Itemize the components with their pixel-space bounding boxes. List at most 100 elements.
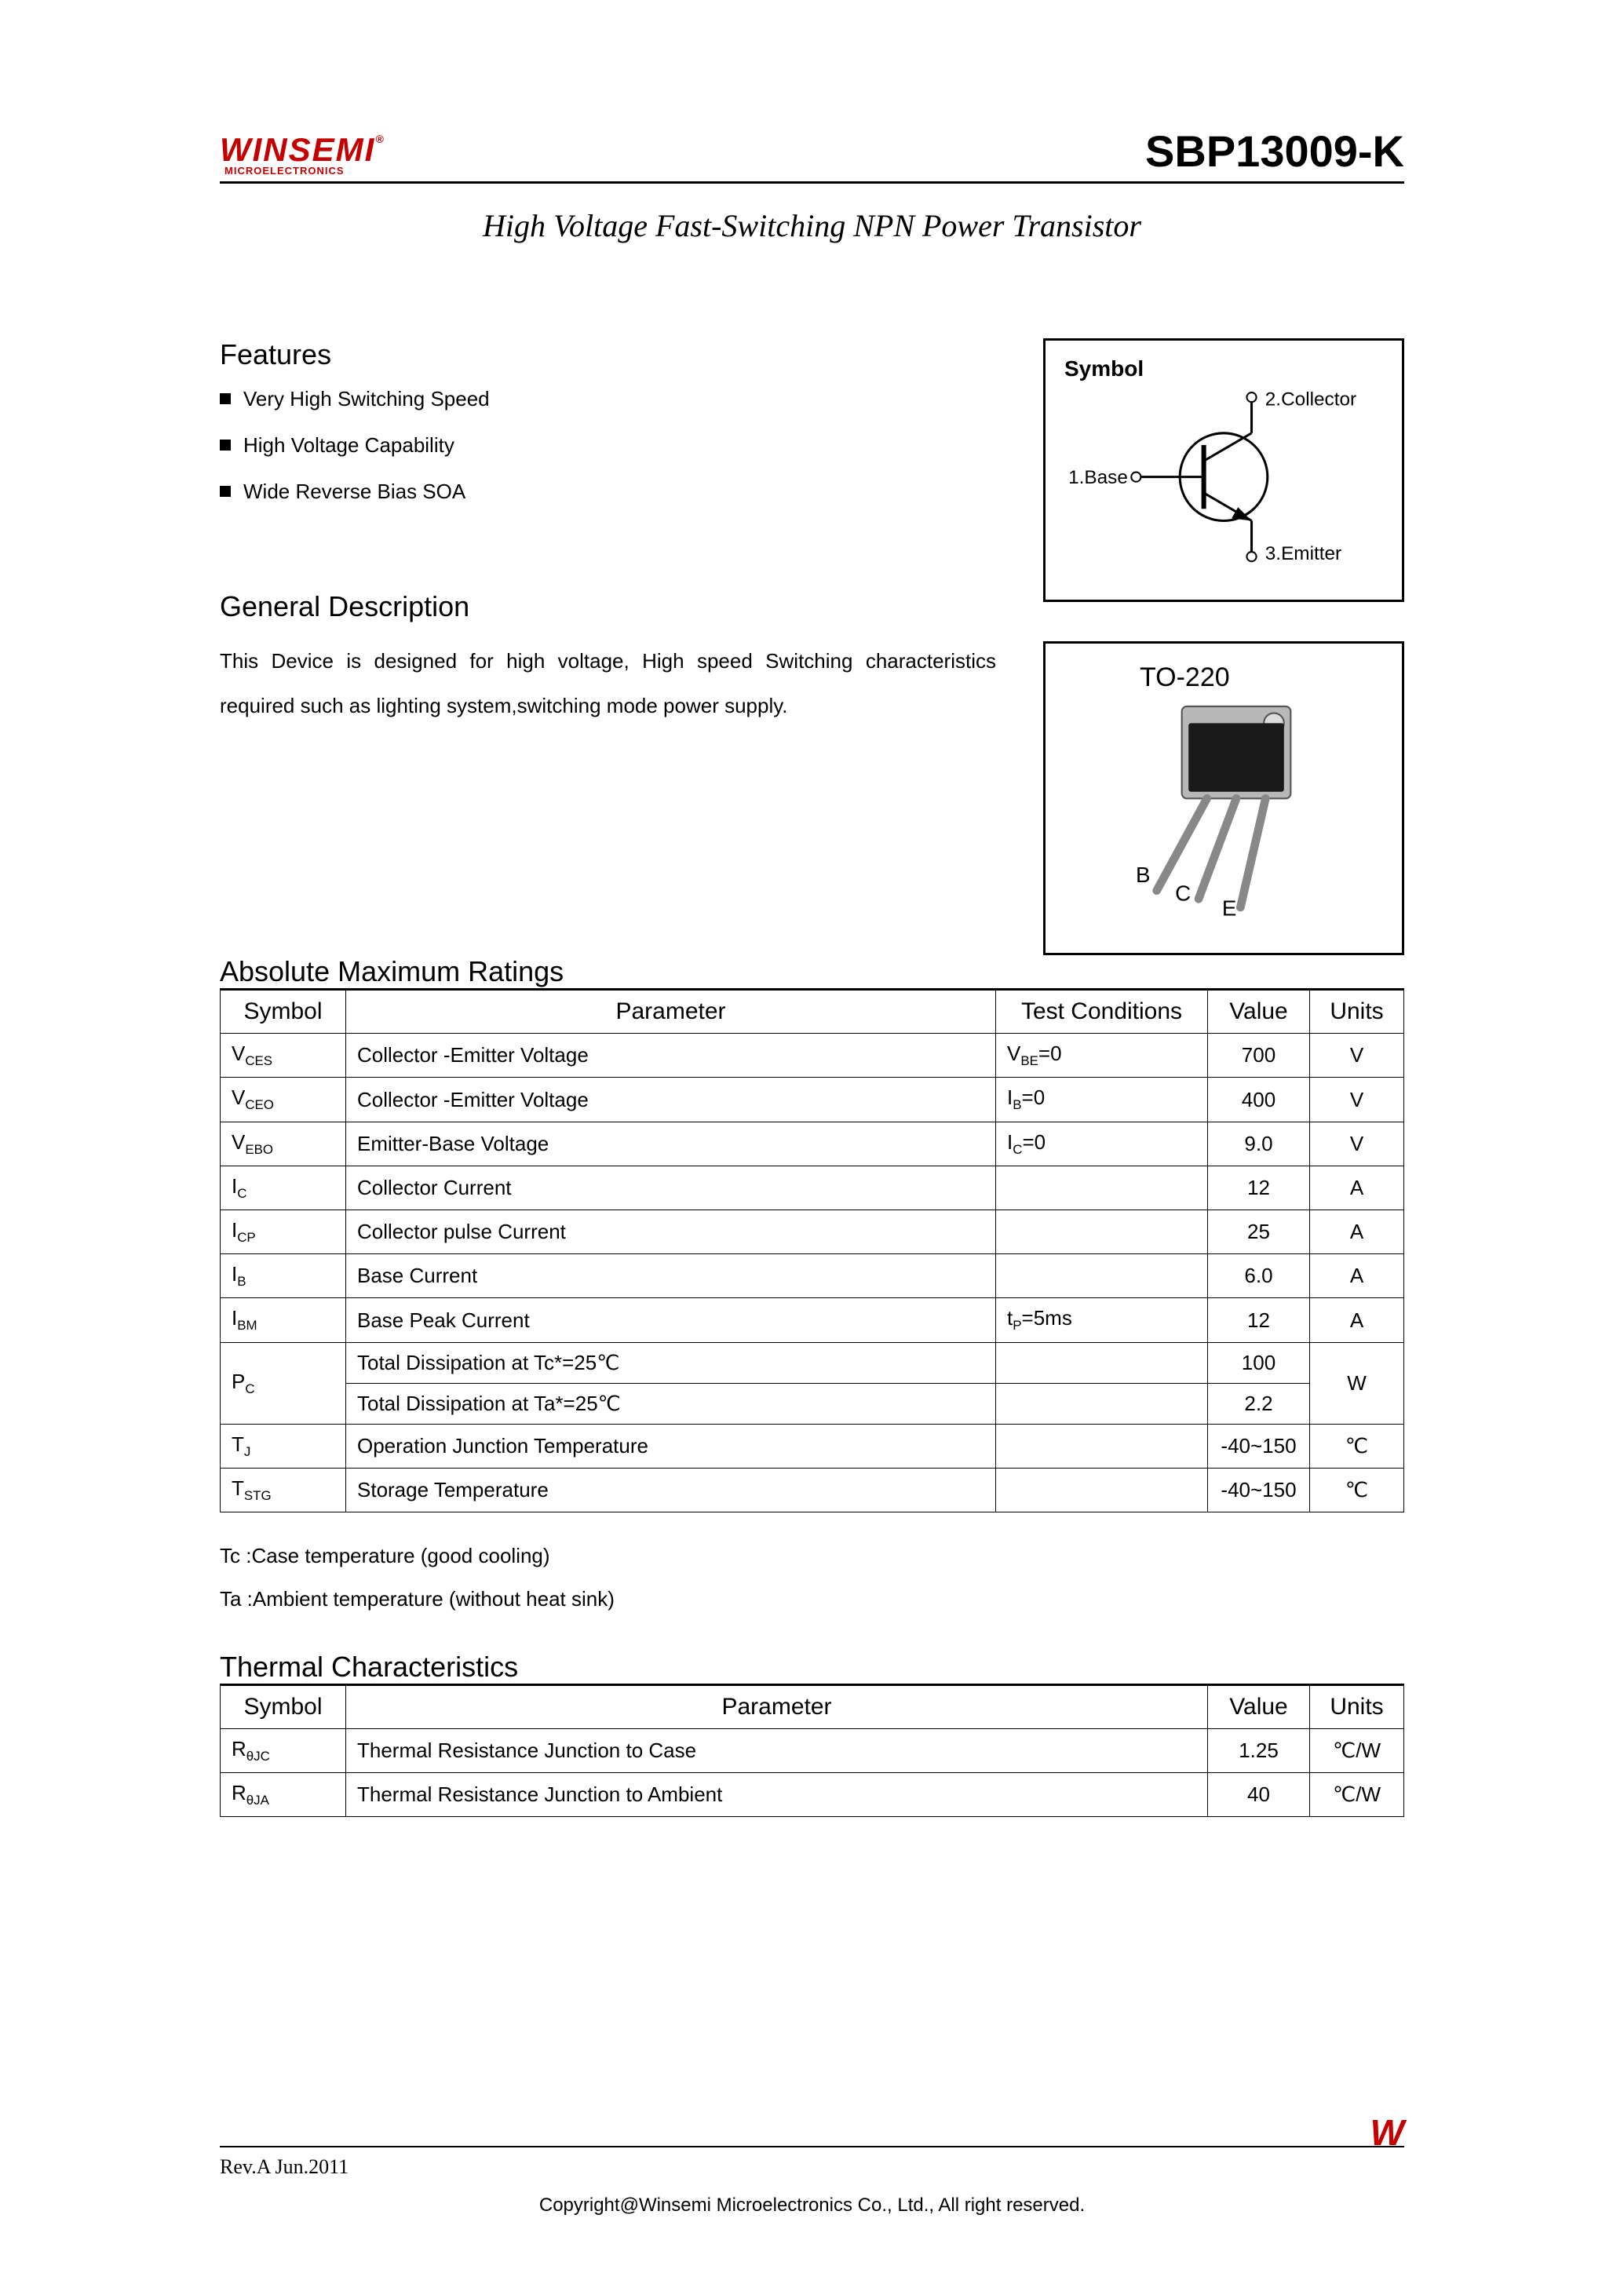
col-units: Units [1310,1685,1404,1728]
cell-symbol: VEBO [221,1122,346,1166]
cell-symbol: RθJC [221,1728,346,1772]
thermal-title: Thermal Characteristics [220,1651,1404,1685]
transistor-symbol-icon: 1.Base 2.Collector 3.Emitter [1064,389,1383,564]
abs-max-title: Absolute Maximum Ratings [220,955,1404,990]
cell-value: -40~150 [1208,1424,1310,1468]
cell-param: Storage Temperature [346,1468,996,1512]
cell-units: ℃ [1310,1424,1404,1468]
table-header-row: Symbol Parameter Value Units [221,1685,1404,1728]
cell-units: A [1310,1254,1404,1298]
table-row: ICP Collector pulse Current 25 A [221,1210,1404,1254]
cell-value: 9.0 [1208,1122,1310,1166]
cell-value: 2.2 [1208,1383,1310,1424]
cell-symbol: IBM [221,1298,346,1342]
cell-symbol: VCEO [221,1078,346,1122]
features-title: Features [220,338,996,371]
cell-cond [996,1254,1208,1298]
cell-units: V [1310,1122,1404,1166]
col-value: Value [1208,991,1310,1034]
feature-item: Wide Reverse Bias SOA [220,480,996,504]
pin-e-label: E [1222,896,1237,916]
intro-row: Features Very High Switching Speed High … [220,338,1404,955]
table-row: RθJC Thermal Resistance Junction to Case… [221,1728,1404,1772]
cell-symbol: TSTG [221,1468,346,1512]
to220-package-icon: B C E [1098,681,1349,916]
col-conditions: Test Conditions [996,991,1208,1034]
note-ta: Ta :Ambient temperature (without heat si… [220,1587,1404,1611]
cell-cond: tP=5ms [996,1298,1208,1342]
cell-symbol: IB [221,1254,346,1298]
cell-value: -40~150 [1208,1468,1310,1512]
table-row: TSTG Storage Temperature -40~150 ℃ [221,1468,1404,1512]
pin-c-label: C [1175,881,1191,905]
symbol-label: Symbol [1064,356,1383,381]
table-row: VCEO Collector -Emitter Voltage IB=0 400… [221,1078,1404,1122]
thermal-table: Symbol Parameter Value Units RθJC Therma… [220,1685,1404,1817]
cell-param: Collector Current [346,1166,996,1210]
cell-param: Collector -Emitter Voltage [346,1078,996,1122]
cell-symbol: IC [221,1166,346,1210]
cell-symbol: TJ [221,1424,346,1468]
cell-symbol: VCES [221,1034,346,1078]
footer-copyright: Copyright@Winsemi Microelectronics Co., … [220,2195,1404,2217]
table-row: PC Total Dissipation at Tc*=25℃ 100 W [221,1342,1404,1383]
general-desc-text: This Device is designed for high voltage… [220,639,996,728]
col-parameter: Parameter [346,991,996,1034]
footer-revision: Rev.A Jun.2011 [220,2155,349,2178]
cell-value: 6.0 [1208,1254,1310,1298]
cell-value: 25 [1208,1210,1310,1254]
footer-logo-icon: W [1370,2111,1404,2154]
cell-units: A [1310,1166,1404,1210]
cell-cond: IB=0 [996,1078,1208,1122]
page-footer: Rev.A Jun.2011 W Copyright@Winsemi Micro… [220,2146,1404,2217]
cell-cond [996,1166,1208,1210]
table-row: RθJA Thermal Resistance Junction to Ambi… [221,1773,1404,1817]
cell-param: Base Current [346,1254,996,1298]
package-label: TO-220 [1140,662,1230,693]
col-units: Units [1310,991,1404,1034]
table-row: IB Base Current 6.0 A [221,1254,1404,1298]
abs-max-table: Symbol Parameter Test Conditions Value U… [220,990,1404,1512]
features-list: Very High Switching Speed High Voltage C… [220,387,996,504]
cell-symbol: RθJA [221,1773,346,1817]
cell-cond [996,1468,1208,1512]
cell-value: 700 [1208,1034,1310,1078]
cell-value: 12 [1208,1166,1310,1210]
cell-cond [996,1383,1208,1424]
brand-logo: WINSEMI® MICROELECTRONICS [220,133,385,177]
cell-units: ℃/W [1310,1773,1404,1817]
cell-param: Collector pulse Current [346,1210,996,1254]
table-row: VCES Collector -Emitter Voltage VBE=0 70… [221,1034,1404,1078]
cell-units: A [1310,1210,1404,1254]
cell-param: Collector -Emitter Voltage [346,1034,996,1078]
pin-b-label: B [1136,863,1151,887]
cell-param: Total Dissipation at Tc*=25℃ [346,1342,996,1383]
col-value: Value [1208,1685,1310,1728]
cell-cond [996,1342,1208,1383]
cell-cond: VBE=0 [996,1034,1208,1078]
cell-value: 1.25 [1208,1728,1310,1772]
cell-value: 12 [1208,1298,1310,1342]
cell-units: W [1310,1342,1404,1424]
table-notes: Tc :Case temperature (good cooling) Ta :… [220,1544,1404,1611]
cell-cond: IC=0 [996,1122,1208,1166]
cell-units: ℃/W [1310,1728,1404,1772]
cell-symbol: PC [221,1342,346,1424]
symbol-diagram: Symbol 1.Base 2.Collector 3.Emitter [1043,338,1404,602]
pin-base-label: 1.Base [1068,467,1128,488]
table-row: VEBO Emitter-Base Voltage IC=0 9.0 V [221,1122,1404,1166]
col-symbol: Symbol [221,1685,346,1728]
table-row: Total Dissipation at Ta*=25℃ 2.2 [221,1383,1404,1424]
document-subtitle: High Voltage Fast-Switching NPN Power Tr… [220,207,1404,244]
package-diagram: TO-220 B C E [1043,641,1404,955]
cell-param: Base Peak Current [346,1298,996,1342]
feature-item: High Voltage Capability [220,433,996,458]
cell-param: Thermal Resistance Junction to Ambient [346,1773,1208,1817]
pin-emitter-label: 3.Emitter [1265,543,1341,564]
pin-collector-label: 2.Collector [1265,389,1356,410]
feature-item: Very High Switching Speed [220,387,996,411]
col-symbol: Symbol [221,991,346,1034]
general-desc-title: General Description [220,590,996,623]
logo-sub-text: MICROELECTRONICS [224,165,385,177]
cell-cond [996,1210,1208,1254]
